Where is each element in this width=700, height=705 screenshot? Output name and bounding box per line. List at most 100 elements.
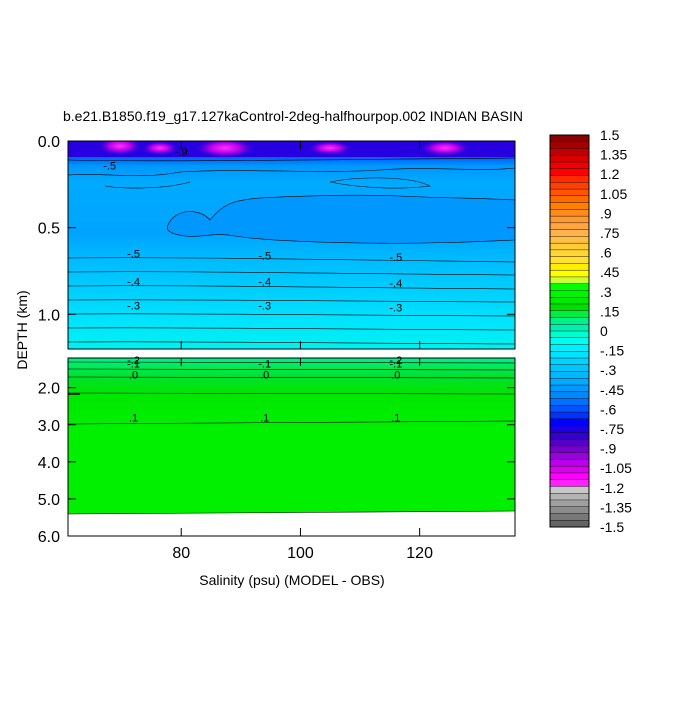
colorbar-swatch (549, 195, 590, 204)
surface-blob (195, 141, 255, 158)
colorbar-swatch (549, 330, 590, 339)
colorbar-swatch (549, 182, 590, 190)
contour-label: -.9 (175, 146, 188, 158)
contour-label: -.5 (127, 249, 140, 261)
colorbar-swatch (549, 418, 590, 427)
contour-line (68, 420, 515, 425)
colorbar-swatch (549, 188, 590, 197)
colorbar-label: .3 (600, 284, 612, 300)
surface-blob (142, 141, 178, 155)
contour-line (68, 299, 515, 303)
colorbar-label: .9 (600, 205, 612, 221)
colorbar-swatch (549, 337, 590, 346)
colorbar-swatch (549, 378, 590, 386)
surface-blob (98, 141, 142, 155)
colorbar-swatch (549, 155, 590, 163)
y-axis-label: DEPTH (km) (14, 290, 30, 369)
colorbar-swatch (549, 161, 590, 170)
contour-line (68, 341, 515, 345)
colorbar-label: -1.35 (600, 499, 632, 515)
y-tick-label: 0.0 (38, 134, 60, 151)
colorbar-swatch (549, 405, 590, 413)
upper-panel-features (68, 141, 515, 345)
contour-line (68, 313, 515, 317)
colorbar-swatch (549, 263, 590, 271)
colorbar-swatch (549, 222, 590, 231)
colorbar-swatch (549, 364, 590, 373)
contour-label: .0 (260, 370, 269, 382)
colorbar-swatch (549, 317, 590, 325)
lower-panel (67, 357, 516, 537)
y-tick-label: 4.0 (38, 455, 60, 472)
upper-panel (67, 140, 516, 350)
colorbar-swatch (549, 499, 590, 508)
contour-label: -.1 (127, 359, 140, 371)
contour-line (329, 177, 432, 189)
contour-label: -.5 (389, 252, 402, 264)
colorbar-swatch (549, 276, 590, 285)
contour-label: -.1 (258, 359, 271, 371)
contour-label: -.2 (127, 355, 140, 367)
colorbar-swatch (549, 236, 590, 244)
colorbar-label: -.45 (600, 382, 624, 398)
colorbar-swatch (549, 411, 590, 420)
colorbar-label: .6 (600, 245, 612, 261)
colorbar-label: -1.2 (600, 480, 624, 496)
surface-blob (420, 141, 470, 156)
colorbar-swatch (549, 398, 590, 406)
contour-label: -.4 (258, 276, 271, 288)
x-axis-label: Salinity (psu) (MODEL - OBS) (199, 572, 384, 588)
y-tick-label: 2.0 (38, 381, 60, 398)
mid-depth-patch (167, 195, 515, 244)
colorbar-label: .45 (600, 264, 620, 280)
colorbar-swatch (549, 486, 590, 494)
surface-blob (308, 141, 352, 155)
lower-panel-frame (67, 357, 516, 537)
colorbar-swatch (549, 168, 590, 177)
colorbar-label: .75 (600, 225, 620, 241)
lower-panel-fill (68, 358, 515, 514)
colorbar-swatch (549, 249, 590, 258)
colorbar: 1.5 1.35 1.2 1.05 .9 .75 .6 .45 .3 .15 0 -.15 -.3 -.4… (549, 127, 632, 535)
contour-label: -.3 (127, 301, 140, 313)
colorbar-swatch (549, 465, 590, 474)
contour-label: -.5 (258, 250, 271, 262)
colorbar-swatch (549, 256, 590, 264)
contour-line (68, 510, 515, 515)
x-tick-label: 100 (287, 545, 314, 562)
contour-line (68, 157, 515, 162)
surface-band (68, 141, 515, 157)
colorbar-label: 1.5 (600, 127, 620, 143)
colorbar-label: 1.35 (600, 147, 627, 163)
y-tick-label: 1.0 (38, 307, 60, 324)
contour-line (68, 167, 515, 176)
colorbar-swatch (549, 452, 590, 460)
colorbar-swatch (549, 506, 590, 514)
colorbar-label: -.75 (600, 421, 624, 437)
contour-line (167, 194, 515, 226)
colorbar-swatch (549, 324, 590, 332)
colorbar-swatch (549, 520, 590, 528)
colorbar-swatch (549, 229, 590, 237)
colorbar-swatch (549, 215, 590, 224)
colorbar-label: -.9 (600, 441, 617, 457)
colorbar-swatch (549, 134, 590, 143)
y-axis-upper: 0.0 0.5 1.0 (38, 134, 515, 324)
contour-label: .0 (129, 370, 138, 382)
colorbar-label: 0 (600, 323, 608, 339)
colorbar-swatch (549, 209, 590, 217)
colorbar-swatch (549, 202, 590, 210)
contour-label: -.3 (389, 302, 402, 314)
contour-line (68, 327, 515, 331)
colorbar-swatch (549, 445, 590, 454)
y-axis-lower: 2.0 3.0 4.0 5.0 6.0 (38, 381, 515, 546)
contour-label: -.5 (103, 160, 116, 172)
colorbar-swatch (549, 148, 590, 156)
colorbar-swatch (549, 310, 590, 318)
colorbar-swatch (549, 357, 590, 366)
contour-label: .1 (129, 412, 138, 424)
y-tick-label: 5.0 (38, 492, 60, 509)
colorbar-swatch (549, 493, 590, 501)
colorbar-label: -1.05 (600, 460, 632, 476)
